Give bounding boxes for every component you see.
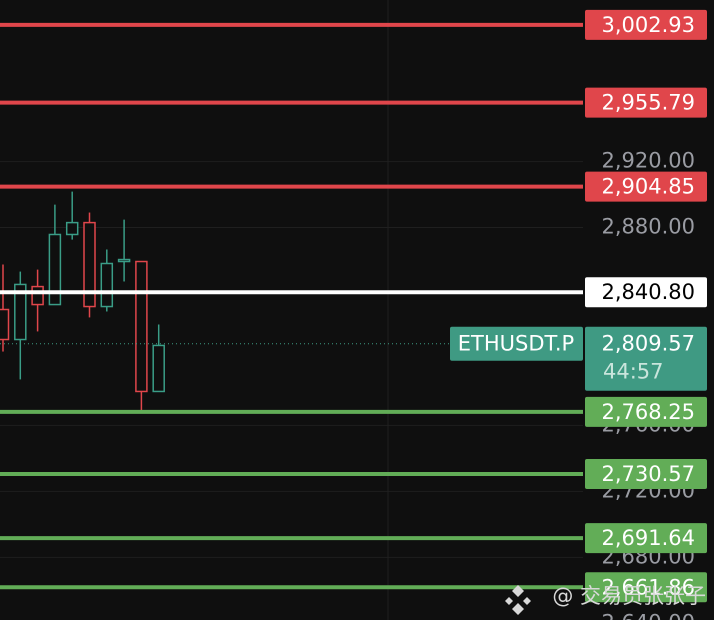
level-label: 2,840.80 <box>601 280 695 304</box>
candle-body <box>31 285 44 306</box>
y-tick-label: 2,880.00 <box>601 215 695 239</box>
level-label-box <box>585 523 707 554</box>
watermark-logo <box>505 585 531 615</box>
level-label: 2,730.57 <box>601 462 695 486</box>
candle-body <box>117 258 131 263</box>
candle-body <box>152 344 165 393</box>
y-tick-label: 2,920.00 <box>601 149 695 173</box>
watermark: @ 交易员张张子 <box>552 584 706 608</box>
level-label-box <box>585 171 707 202</box>
candle-body <box>14 283 27 341</box>
level-label: 2,955.79 <box>601 91 695 115</box>
candle-body <box>100 262 114 308</box>
symbol-label: ETHUSDT.P <box>458 332 574 356</box>
current-price-label: 2,809.57 <box>601 332 695 356</box>
candle-body <box>0 308 10 341</box>
candle-body <box>135 260 148 393</box>
countdown-label: 44:57 <box>603 360 664 384</box>
candle-body <box>48 233 62 306</box>
candle-body <box>83 221 96 308</box>
level-label: 3,002.93 <box>601 13 695 37</box>
level-label: 2,904.85 <box>601 175 695 199</box>
level-label-box <box>585 9 707 40</box>
candle-body <box>65 221 79 236</box>
level-label-box <box>585 458 707 489</box>
level-label-box <box>585 572 707 603</box>
level-label-box <box>585 396 707 427</box>
level-label: 2,661.86 <box>601 575 695 599</box>
level-label: 2,768.25 <box>601 400 695 424</box>
level-label: 2,691.64 <box>601 526 695 550</box>
level-label-box <box>585 87 707 118</box>
current-price-box <box>585 326 707 391</box>
symbol-box <box>450 326 583 361</box>
y-tick-label: 2,640.00 <box>601 610 695 620</box>
level-label-box <box>585 277 707 308</box>
